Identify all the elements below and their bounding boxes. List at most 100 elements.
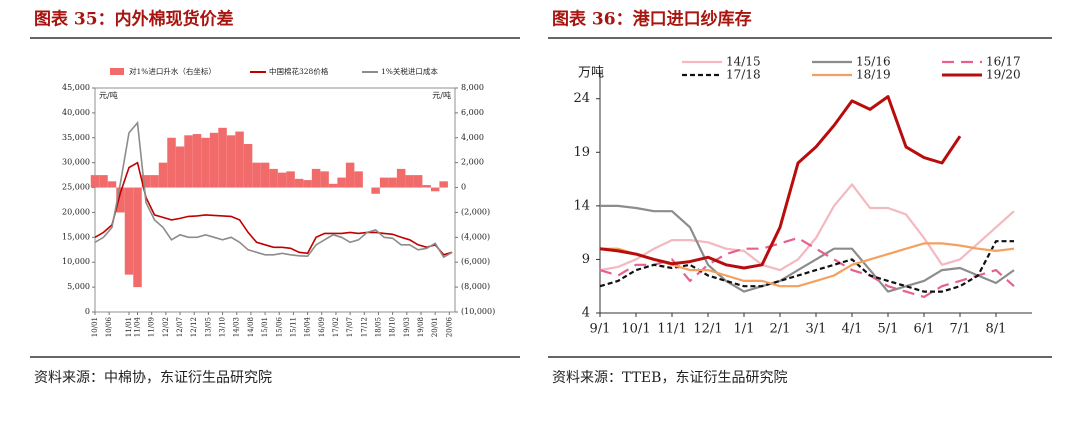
premium-bar bbox=[439, 181, 448, 188]
chart-title: 图表 35：内外棉现货价差 bbox=[34, 9, 234, 30]
y-tick-label: 20,000 bbox=[62, 207, 90, 216]
premium-bar bbox=[328, 183, 338, 188]
premium-bar bbox=[201, 137, 210, 188]
stock-line bbox=[599, 240, 1014, 293]
premium-bar bbox=[192, 134, 202, 188]
premium-bar bbox=[354, 171, 363, 188]
x-tick-label: 16/09 bbox=[318, 317, 326, 337]
premium-bar bbox=[175, 146, 185, 188]
premium-bar bbox=[371, 187, 380, 194]
y2-tick-label: 0 bbox=[461, 183, 466, 192]
x-tick-label: 14/03 bbox=[233, 317, 241, 337]
x-tick-label: 7/1 bbox=[950, 322, 971, 337]
x-tick-label: 15/01 bbox=[261, 317, 269, 337]
stock-line bbox=[599, 95, 962, 270]
x-tick-label: 2/1 bbox=[770, 322, 791, 337]
y-tick-label: 15,000 bbox=[62, 232, 90, 241]
x-tick-label: 15/06 bbox=[275, 316, 283, 337]
y-tick-label: 25,000 bbox=[62, 183, 90, 192]
y2-tick-label: 6,000 bbox=[461, 108, 484, 117]
premium-bar bbox=[303, 180, 312, 188]
premium-bar bbox=[413, 175, 423, 188]
x-tick-label: 9/1 bbox=[590, 322, 611, 337]
premium-bar bbox=[277, 172, 287, 188]
premium-bar bbox=[243, 144, 253, 188]
legend-label: 18/19 bbox=[856, 68, 891, 82]
y-unit: 万吨 bbox=[578, 66, 604, 81]
x-tick-label: 3/1 bbox=[806, 322, 827, 337]
x-tick-label: 19/03 bbox=[403, 317, 411, 337]
price-line bbox=[94, 120, 453, 259]
premium-bar bbox=[388, 177, 397, 188]
y2-tick-label: (6,000) bbox=[461, 257, 490, 266]
x-tick-label: 14/08 bbox=[247, 317, 255, 337]
legend-label: 16/17 bbox=[986, 55, 1021, 69]
premium-bar bbox=[107, 181, 117, 188]
x-tick-label: 20/01 bbox=[431, 317, 439, 337]
premium-bar bbox=[422, 185, 431, 188]
source: 资料来源：TTEB，东证衍生品研究院 bbox=[552, 370, 787, 386]
stock-line bbox=[599, 183, 1015, 272]
x-tick-label: 17/07 bbox=[346, 317, 354, 337]
x-tick-label: 10/01 bbox=[91, 317, 99, 337]
x-tick-label: 6/1 bbox=[914, 322, 935, 337]
x-tick-label: 10/06 bbox=[105, 316, 113, 337]
x-tick-label: 12/12 bbox=[190, 317, 198, 337]
premium-bar bbox=[116, 187, 125, 213]
premium-bar bbox=[269, 168, 278, 188]
premium-bar bbox=[209, 132, 219, 188]
y2-tick-label: 4,000 bbox=[461, 133, 484, 142]
y-unit: 元/吨 bbox=[99, 90, 118, 100]
legend-label: 对1%进口升水（右坐标） bbox=[129, 66, 216, 76]
y2-tick-label: 2,000 bbox=[461, 158, 484, 167]
y2-unit: 元/吨 bbox=[432, 90, 451, 100]
premium-bar bbox=[235, 131, 244, 188]
x-tick-label: 11/01 bbox=[125, 317, 133, 337]
x-tick-label: 19/08 bbox=[417, 317, 425, 337]
x-tick-label: 18/05 bbox=[374, 317, 382, 337]
y-tick-label: 45,000 bbox=[62, 83, 90, 92]
premium-bar bbox=[337, 177, 346, 188]
y2-tick-label: (4,000) bbox=[461, 232, 490, 241]
legend-label: 中国棉花328价格 bbox=[269, 66, 329, 76]
y2-tick-label: (2,000) bbox=[461, 207, 490, 216]
legend-label: 17/18 bbox=[726, 68, 761, 82]
premium-bar bbox=[294, 178, 304, 188]
premium-bar bbox=[320, 171, 329, 188]
premium-bar bbox=[405, 175, 414, 188]
stock-line bbox=[599, 236, 1015, 298]
legend-swatch bbox=[110, 68, 124, 75]
x-tick-label: 16/04 bbox=[304, 316, 312, 337]
chart-title: 图表 36：港口进口纱库存 bbox=[552, 9, 752, 30]
x-tick-label: 10/1 bbox=[621, 322, 650, 337]
x-tick-label: 5/1 bbox=[878, 322, 899, 337]
premium-bar bbox=[99, 175, 108, 188]
legend-label: 19/20 bbox=[986, 68, 1021, 82]
y-tick-label: 9 bbox=[582, 252, 590, 267]
premium-bar bbox=[90, 175, 100, 188]
x-tick-label: 4/1 bbox=[842, 322, 863, 337]
x-tick-label: 15/11 bbox=[289, 317, 297, 337]
y-tick-label: 30,000 bbox=[62, 158, 90, 167]
x-tick-label: 8/1 bbox=[986, 322, 1007, 337]
stock-line bbox=[600, 204, 1015, 293]
x-tick-label: 17/02 bbox=[332, 317, 340, 337]
premium-bar bbox=[218, 127, 227, 188]
y2-tick-label: (8,000) bbox=[461, 282, 490, 291]
y2-tick-label: (10,000) bbox=[461, 307, 495, 316]
premium-bar bbox=[430, 187, 440, 192]
x-tick-label: 12/07 bbox=[176, 317, 184, 337]
x-tick-label: 11/1 bbox=[657, 322, 686, 337]
x-tick-label: 17/12 bbox=[360, 317, 368, 337]
y-tick-label: 19 bbox=[573, 145, 590, 160]
y2-tick-label: 8,000 bbox=[461, 83, 484, 92]
premium-bar bbox=[226, 135, 236, 188]
x-tick-label: 12/02 bbox=[162, 317, 170, 337]
premium-bar bbox=[141, 175, 151, 188]
y-tick-label: 5,000 bbox=[67, 282, 90, 291]
premium-bar bbox=[286, 171, 295, 188]
legend-label: 15/16 bbox=[856, 55, 891, 69]
premium-bar bbox=[260, 162, 270, 188]
premium-bar bbox=[396, 168, 406, 188]
